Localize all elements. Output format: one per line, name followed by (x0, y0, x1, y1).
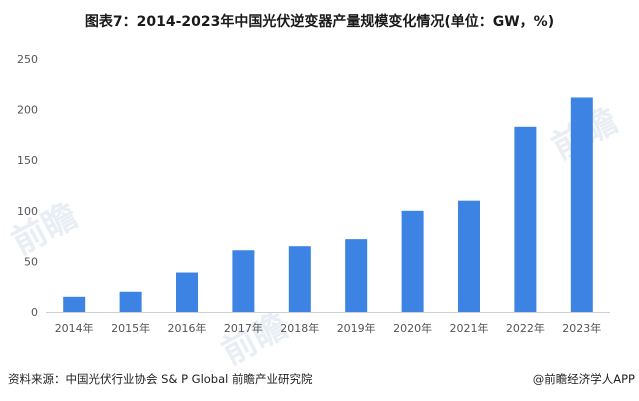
y-tick-label: 100 (17, 205, 38, 218)
x-tick-label: 2021年 (450, 321, 489, 335)
bar-2014年 (63, 296, 86, 312)
bar-2016年 (176, 272, 198, 312)
x-tick-label: 2020年 (393, 321, 432, 335)
x-tick-label: 2014年 (55, 321, 94, 335)
x-axis-ticks: 2014年 2015年 2016年 2017年 2018年 2019年 2020年 2021年… (55, 321, 602, 335)
x-tick-label: 2022年 (506, 321, 545, 335)
x-tick-label: 2023年 (562, 321, 601, 335)
y-axis-ticks: 0 50 100 150 200 250 (17, 53, 38, 319)
brand-credit: @前瞻经济学人APP (532, 372, 635, 386)
source-note: 资料来源：中国光伏行业协会 S& P Global 前瞻产业研究院 (8, 372, 313, 386)
y-tick-label: 50 (24, 255, 38, 268)
bar-2022年 (514, 126, 537, 312)
y-tick-label: 150 (17, 154, 38, 167)
bar-2021年 (458, 200, 480, 312)
bar-2020年 (401, 210, 424, 312)
x-tick-label: 2016年 (168, 321, 207, 335)
svg-text:前瞻: 前瞻 (215, 306, 294, 373)
x-tick-label: 2015年 (111, 321, 150, 335)
chart-title: 图表7：2014-2023年中国光伏逆变器产量规模变化情况(单位：GW，%) (84, 14, 555, 30)
bars (63, 97, 593, 313)
x-tick-label: 2019年 (337, 321, 376, 335)
bar-2019年 (345, 239, 368, 312)
footer: 资料来源：中国光伏行业协会 S& P Global 前瞻产业研究院 @前瞻经济学… (0, 369, 639, 391)
y-tick-label: 250 (17, 53, 38, 66)
x-tick-label: 2017年 (224, 321, 263, 335)
bar-2017年 (232, 250, 255, 312)
x-tick-label: 2018年 (280, 321, 319, 335)
bar-2018年 (288, 246, 311, 312)
bar-2023年 (570, 97, 593, 313)
y-tick-label: 200 (17, 104, 38, 117)
y-tick-label: 0 (31, 306, 38, 319)
bar-2015年 (119, 291, 142, 312)
